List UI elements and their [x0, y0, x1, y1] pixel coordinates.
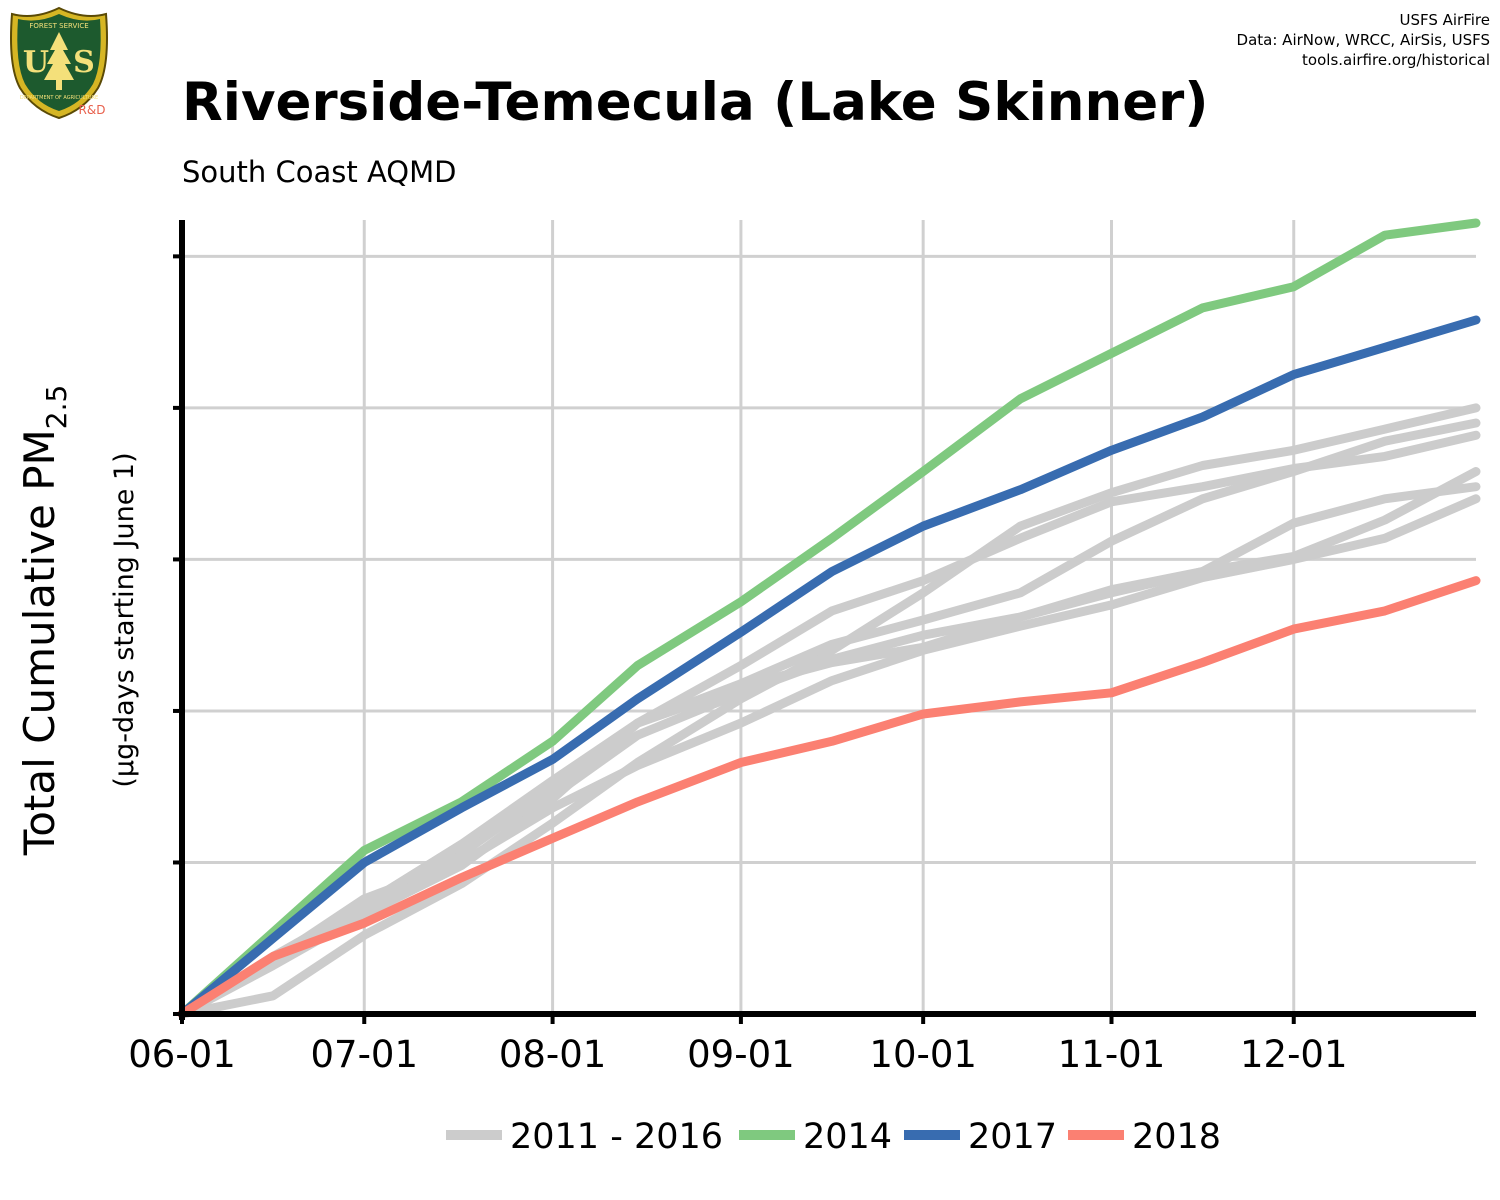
series-line-2018-8 — [177, 576, 1481, 1019]
axes: 06-01 07-01 08-01 09-01 10-01 11-01 12-01 — [128, 220, 1476, 1076]
logo-rd-tag: R&D — [79, 103, 106, 117]
y-axis-title-main: Total Cumulative PM — [15, 429, 64, 856]
legend-label-2011-2016: 2011 - 2016 — [510, 1117, 723, 1157]
chart-subtitle: South Coast AQMD — [182, 155, 457, 189]
chart-title: Riverside-Temecula (Lake Skinner) — [182, 72, 1209, 133]
y-axis-labels: Total Cumulative PM2.5 (µg-days starting… — [15, 385, 140, 857]
x-tick-label-06-01: 06-01 — [128, 1033, 236, 1076]
x-tick-label-12-01: 12-01 — [1240, 1033, 1348, 1076]
y-axis-title: Total Cumulative PM2.5 — [15, 385, 73, 857]
legend-label-2014: 2014 — [803, 1117, 892, 1157]
legend-label-2017: 2017 — [968, 1117, 1057, 1157]
tree-icon — [44, 32, 74, 90]
credit-line-airfire: USFS AirFire — [1399, 11, 1490, 29]
logo-text-top: FOREST SERVICE — [29, 22, 88, 30]
data-credits: USFS AirFire Data: AirNow, WRCC, AirSis,… — [1237, 10, 1490, 70]
x-tick-label-09-01: 09-01 — [687, 1033, 795, 1076]
logo-text-bottom: DEPARTMENT OF AGRICULTURE — [20, 95, 98, 101]
logo-letter-u: U — [23, 45, 49, 80]
usfs-shield-icon: U S FOREST SERVICE DEPARTMENT OF AGRICUL… — [10, 6, 108, 120]
credit-line-data-sources: Data: AirNow, WRCC, AirSis, USFS — [1236, 31, 1490, 49]
logo-letter-s: S — [73, 45, 95, 80]
series-lines — [177, 218, 1481, 1019]
series-line-2017-7 — [177, 315, 1481, 1019]
series-line-2014-6 — [177, 218, 1481, 1019]
x-tick-label-07-01: 07-01 — [310, 1033, 418, 1076]
series-line-2011-2016-3 — [177, 418, 1481, 1019]
x-tick-label-08-01: 08-01 — [499, 1033, 607, 1076]
credit-line-url: tools.airfire.org/historical — [1302, 51, 1490, 69]
series-line-2011-2016-0 — [177, 403, 1481, 1019]
y-axis-subtitle: (µg-days starting June 1) — [109, 452, 140, 787]
series-line-2011-2016-1 — [177, 430, 1481, 1019]
x-tick-label-11-01: 11-01 — [1058, 1033, 1166, 1076]
legend: 2011 - 2016 2014 2017 2018 — [446, 1117, 1221, 1157]
legend-label-2018: 2018 — [1132, 1117, 1221, 1157]
y-axis-title-subscript: 2.5 — [40, 385, 73, 430]
x-tick-label-10-01: 10-01 — [869, 1033, 977, 1076]
series-line-2011-2016-5 — [177, 482, 1481, 1019]
